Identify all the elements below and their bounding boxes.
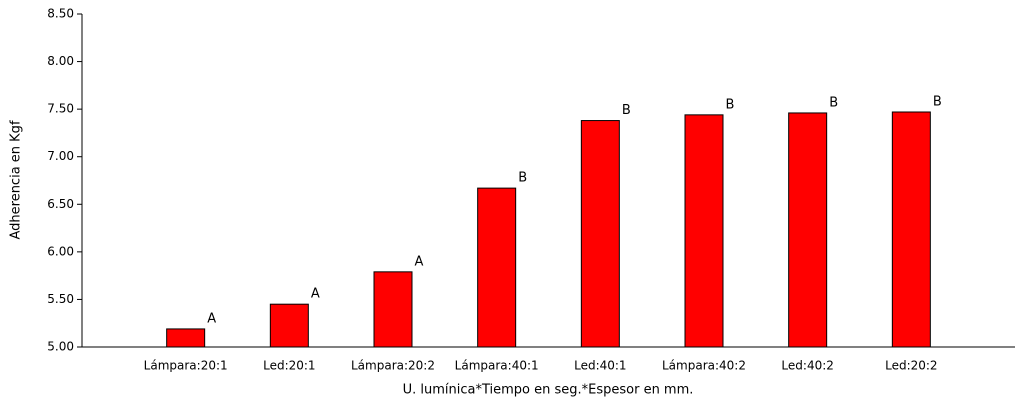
y-tick-label: 6.50 — [47, 197, 74, 211]
x-tick-label: Lámpara:20:1 — [144, 359, 228, 373]
x-tick-label: Lámpara:40:2 — [662, 359, 746, 373]
x-tick-label: Led:40:1 — [574, 359, 626, 373]
bar-annotation: B — [829, 95, 838, 110]
bar-annotation: B — [933, 94, 942, 109]
bar — [166, 328, 206, 348]
bar-annotation: A — [207, 311, 216, 326]
bar-annotation: A — [311, 287, 320, 302]
y-tick-label: 7.50 — [47, 102, 74, 116]
bar-annotation: B — [518, 171, 527, 186]
x-tick-label: Led:20:2 — [885, 359, 937, 373]
x-tick-label: Lámpara:40:1 — [455, 359, 539, 373]
bar-annotation: A — [415, 254, 424, 269]
x-axis-label: U. lumínica*Tiempo en seg.*Espesor en mm… — [403, 383, 694, 398]
bar — [269, 303, 309, 348]
bar — [373, 271, 413, 348]
y-tick-label: 5.00 — [47, 340, 74, 354]
y-axis-label: Adherencia en Kgf — [9, 120, 24, 239]
x-tick-label: Lámpara:20:2 — [351, 359, 435, 373]
bar — [580, 120, 620, 348]
bar — [477, 187, 517, 348]
y-tick-label: 8.00 — [47, 54, 74, 68]
bar — [891, 111, 931, 348]
bar — [788, 112, 828, 348]
bar-annotation: B — [622, 103, 631, 118]
y-tick-label: 7.00 — [47, 149, 74, 163]
y-tick-label: 5.50 — [47, 292, 74, 306]
bar — [684, 114, 724, 348]
y-tick-label: 8.50 — [47, 7, 74, 21]
x-tick-label: Led:20:1 — [263, 359, 315, 373]
bar-annotation: B — [726, 97, 735, 112]
x-tick-label: Led:40:2 — [781, 359, 833, 373]
y-tick-label: 6.00 — [47, 244, 74, 258]
